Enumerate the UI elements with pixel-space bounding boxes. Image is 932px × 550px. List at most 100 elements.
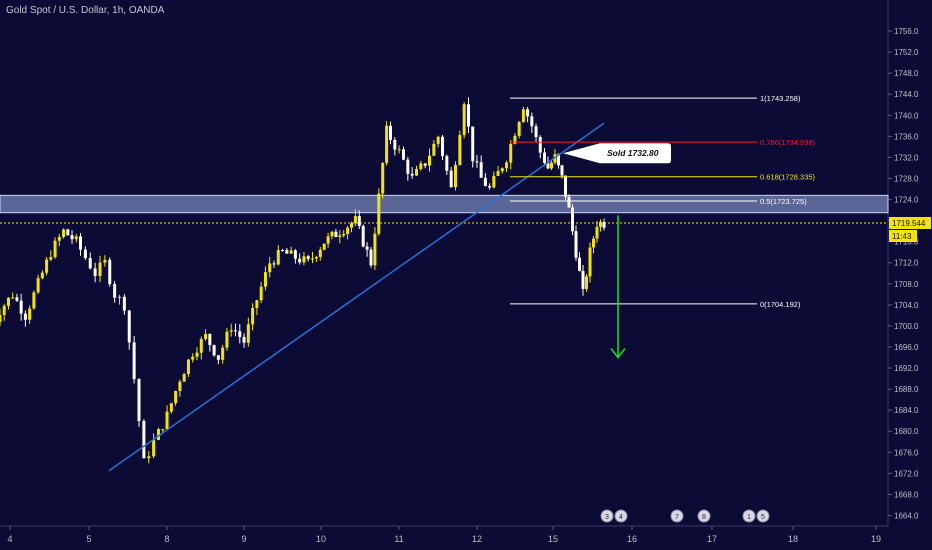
candle-body [298, 258, 302, 263]
candle-body [216, 355, 220, 360]
candle-body [212, 345, 216, 356]
candle-body [467, 104, 470, 127]
price-tick-label: 1752.0 [894, 48, 919, 57]
candle-body [389, 125, 392, 141]
price-tick-label: 1748.0 [894, 69, 919, 78]
candle-body [479, 162, 483, 178]
candle-body [314, 257, 318, 259]
price-tick-label: 1736.0 [894, 132, 919, 141]
candle-body [471, 126, 475, 162]
candle-body [445, 156, 449, 171]
candle-body [169, 403, 173, 412]
fib-level-label: 0.618(1728.335) [760, 173, 816, 182]
candle-body [11, 297, 15, 299]
candle-body [441, 136, 444, 157]
candle-body [74, 236, 78, 240]
candle-body [488, 185, 492, 188]
candle-body [500, 168, 504, 172]
event-flag-icon[interactable] [600, 509, 614, 523]
price-tick-label: 1704.0 [894, 301, 919, 310]
candle-body [0, 315, 2, 322]
event-flag-icon[interactable] [670, 509, 684, 523]
candle-body [45, 259, 49, 273]
event-flag-label: 7 [675, 514, 679, 521]
time-tick-label: 12 [472, 534, 482, 544]
candle-body [509, 143, 513, 163]
candle-body [66, 229, 70, 236]
candle-body [415, 169, 418, 176]
event-flag-icon[interactable] [697, 509, 711, 523]
candle-body [132, 342, 136, 380]
candle-body [513, 135, 517, 144]
time-tick-label: 8 [164, 534, 169, 544]
candle-body [62, 229, 66, 237]
candle-body [161, 429, 165, 431]
candle-body [165, 411, 169, 430]
candle-body [373, 233, 377, 266]
candle-body [492, 175, 496, 188]
price-tick-label: 1680.0 [894, 427, 919, 436]
price-tick-label: 1708.0 [894, 280, 919, 289]
candle-body [127, 310, 131, 343]
sold-label: Sold 1732.80 [607, 148, 659, 158]
candle-body [538, 137, 542, 153]
fib-level-label: 1(1743.258) [760, 94, 801, 103]
candle-body [505, 162, 508, 169]
candle-body [530, 116, 534, 127]
candle-body [15, 297, 19, 301]
sold-callout [563, 143, 671, 164]
candle-body [302, 256, 306, 263]
candle-body [578, 257, 581, 271]
candle-body [334, 231, 338, 237]
price-tick-label: 1664.0 [894, 511, 919, 520]
candle-body [147, 456, 151, 459]
event-flag-label: 1 [747, 514, 751, 521]
candle-body [306, 256, 310, 259]
candle-body [350, 223, 353, 228]
candle-body [588, 247, 592, 277]
price-tick-label: 1672.0 [894, 469, 919, 478]
candle-body [326, 236, 330, 244]
countdown-label: 11:43 [892, 232, 912, 241]
price-tick-label: 1668.0 [894, 490, 919, 499]
candle-body [88, 258, 92, 269]
price-tick-label: 1684.0 [894, 406, 919, 415]
candle-body [208, 333, 212, 346]
candle-body [182, 374, 186, 382]
candle-body [23, 313, 27, 320]
candle-body [402, 149, 405, 160]
candle-body [428, 155, 431, 166]
candle-body [322, 243, 326, 250]
time-tick-label: 9 [241, 534, 246, 544]
candle-body [462, 104, 466, 136]
candle-body [19, 300, 23, 314]
time-tick-label: 17 [707, 534, 717, 544]
event-flag-icon[interactable] [756, 509, 770, 523]
candle-body [581, 270, 585, 289]
event-flag-icon[interactable] [614, 509, 628, 523]
price-tick-label: 1740.0 [894, 111, 919, 120]
candle-body [410, 173, 414, 176]
candle-body [103, 259, 107, 263]
countdown-box [889, 230, 917, 243]
target-arrow-head [610, 348, 626, 359]
candle-body [458, 135, 462, 165]
candle-body [381, 163, 385, 194]
candle-body [36, 278, 40, 293]
candle-body [178, 381, 182, 391]
candle-body [560, 165, 564, 176]
event-flag-icon[interactable] [742, 509, 756, 523]
candle-body [526, 109, 530, 117]
candle-body [585, 276, 588, 289]
candle-body [195, 352, 199, 357]
candle-body [281, 250, 285, 252]
candle-body [268, 263, 272, 273]
candle-body [152, 439, 156, 457]
time-tick-label: 19 [871, 534, 881, 544]
candle-body [263, 272, 267, 287]
candle-body [83, 249, 87, 259]
candle-body [142, 421, 146, 459]
time-tick-label: 10 [316, 534, 326, 544]
candle-body [534, 126, 538, 138]
